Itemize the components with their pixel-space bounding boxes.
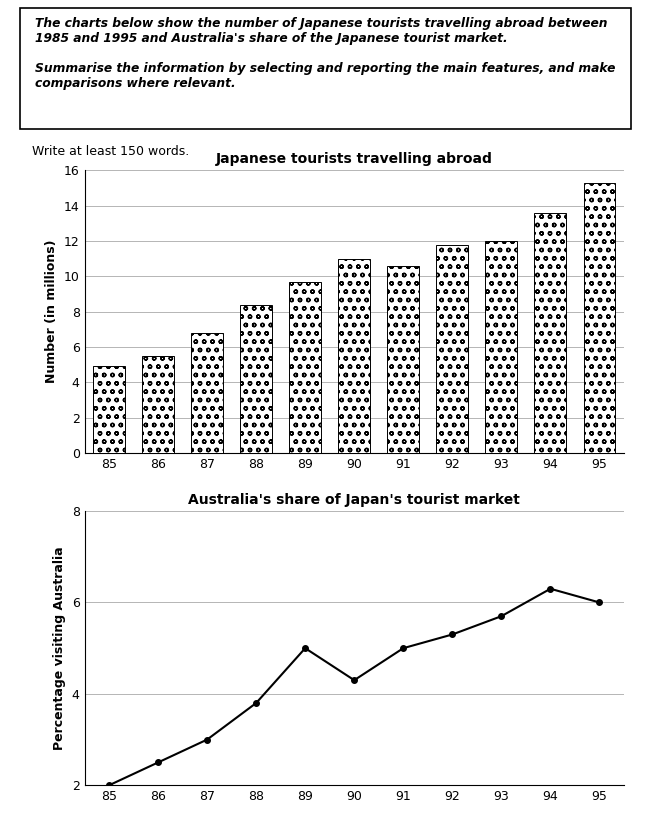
Bar [486, 241, 517, 453]
Bar [338, 258, 370, 453]
Text: Write at least 150 words.: Write at least 150 words. [32, 145, 190, 159]
Bar [240, 305, 272, 453]
Text: The charts below show the number of Japanese tourists travelling abroad between
: The charts below show the number of Japa… [35, 17, 615, 90]
Bar [387, 266, 419, 453]
FancyBboxPatch shape [20, 8, 630, 129]
Bar [584, 183, 616, 453]
Y-axis label: Number (in millions): Number (in millions) [46, 240, 58, 383]
Title: Australia's share of Japan's tourist market: Australia's share of Japan's tourist mar… [188, 493, 520, 507]
Bar [534, 213, 566, 453]
Y-axis label: Percentage visiting Australia: Percentage visiting Australia [53, 546, 66, 750]
Bar [289, 282, 321, 453]
Title: Japanese tourists travelling abroad: Japanese tourists travelling abroad [216, 152, 493, 166]
Bar [142, 356, 174, 453]
Bar [191, 332, 223, 453]
Bar [436, 244, 468, 453]
Bar [93, 366, 125, 453]
